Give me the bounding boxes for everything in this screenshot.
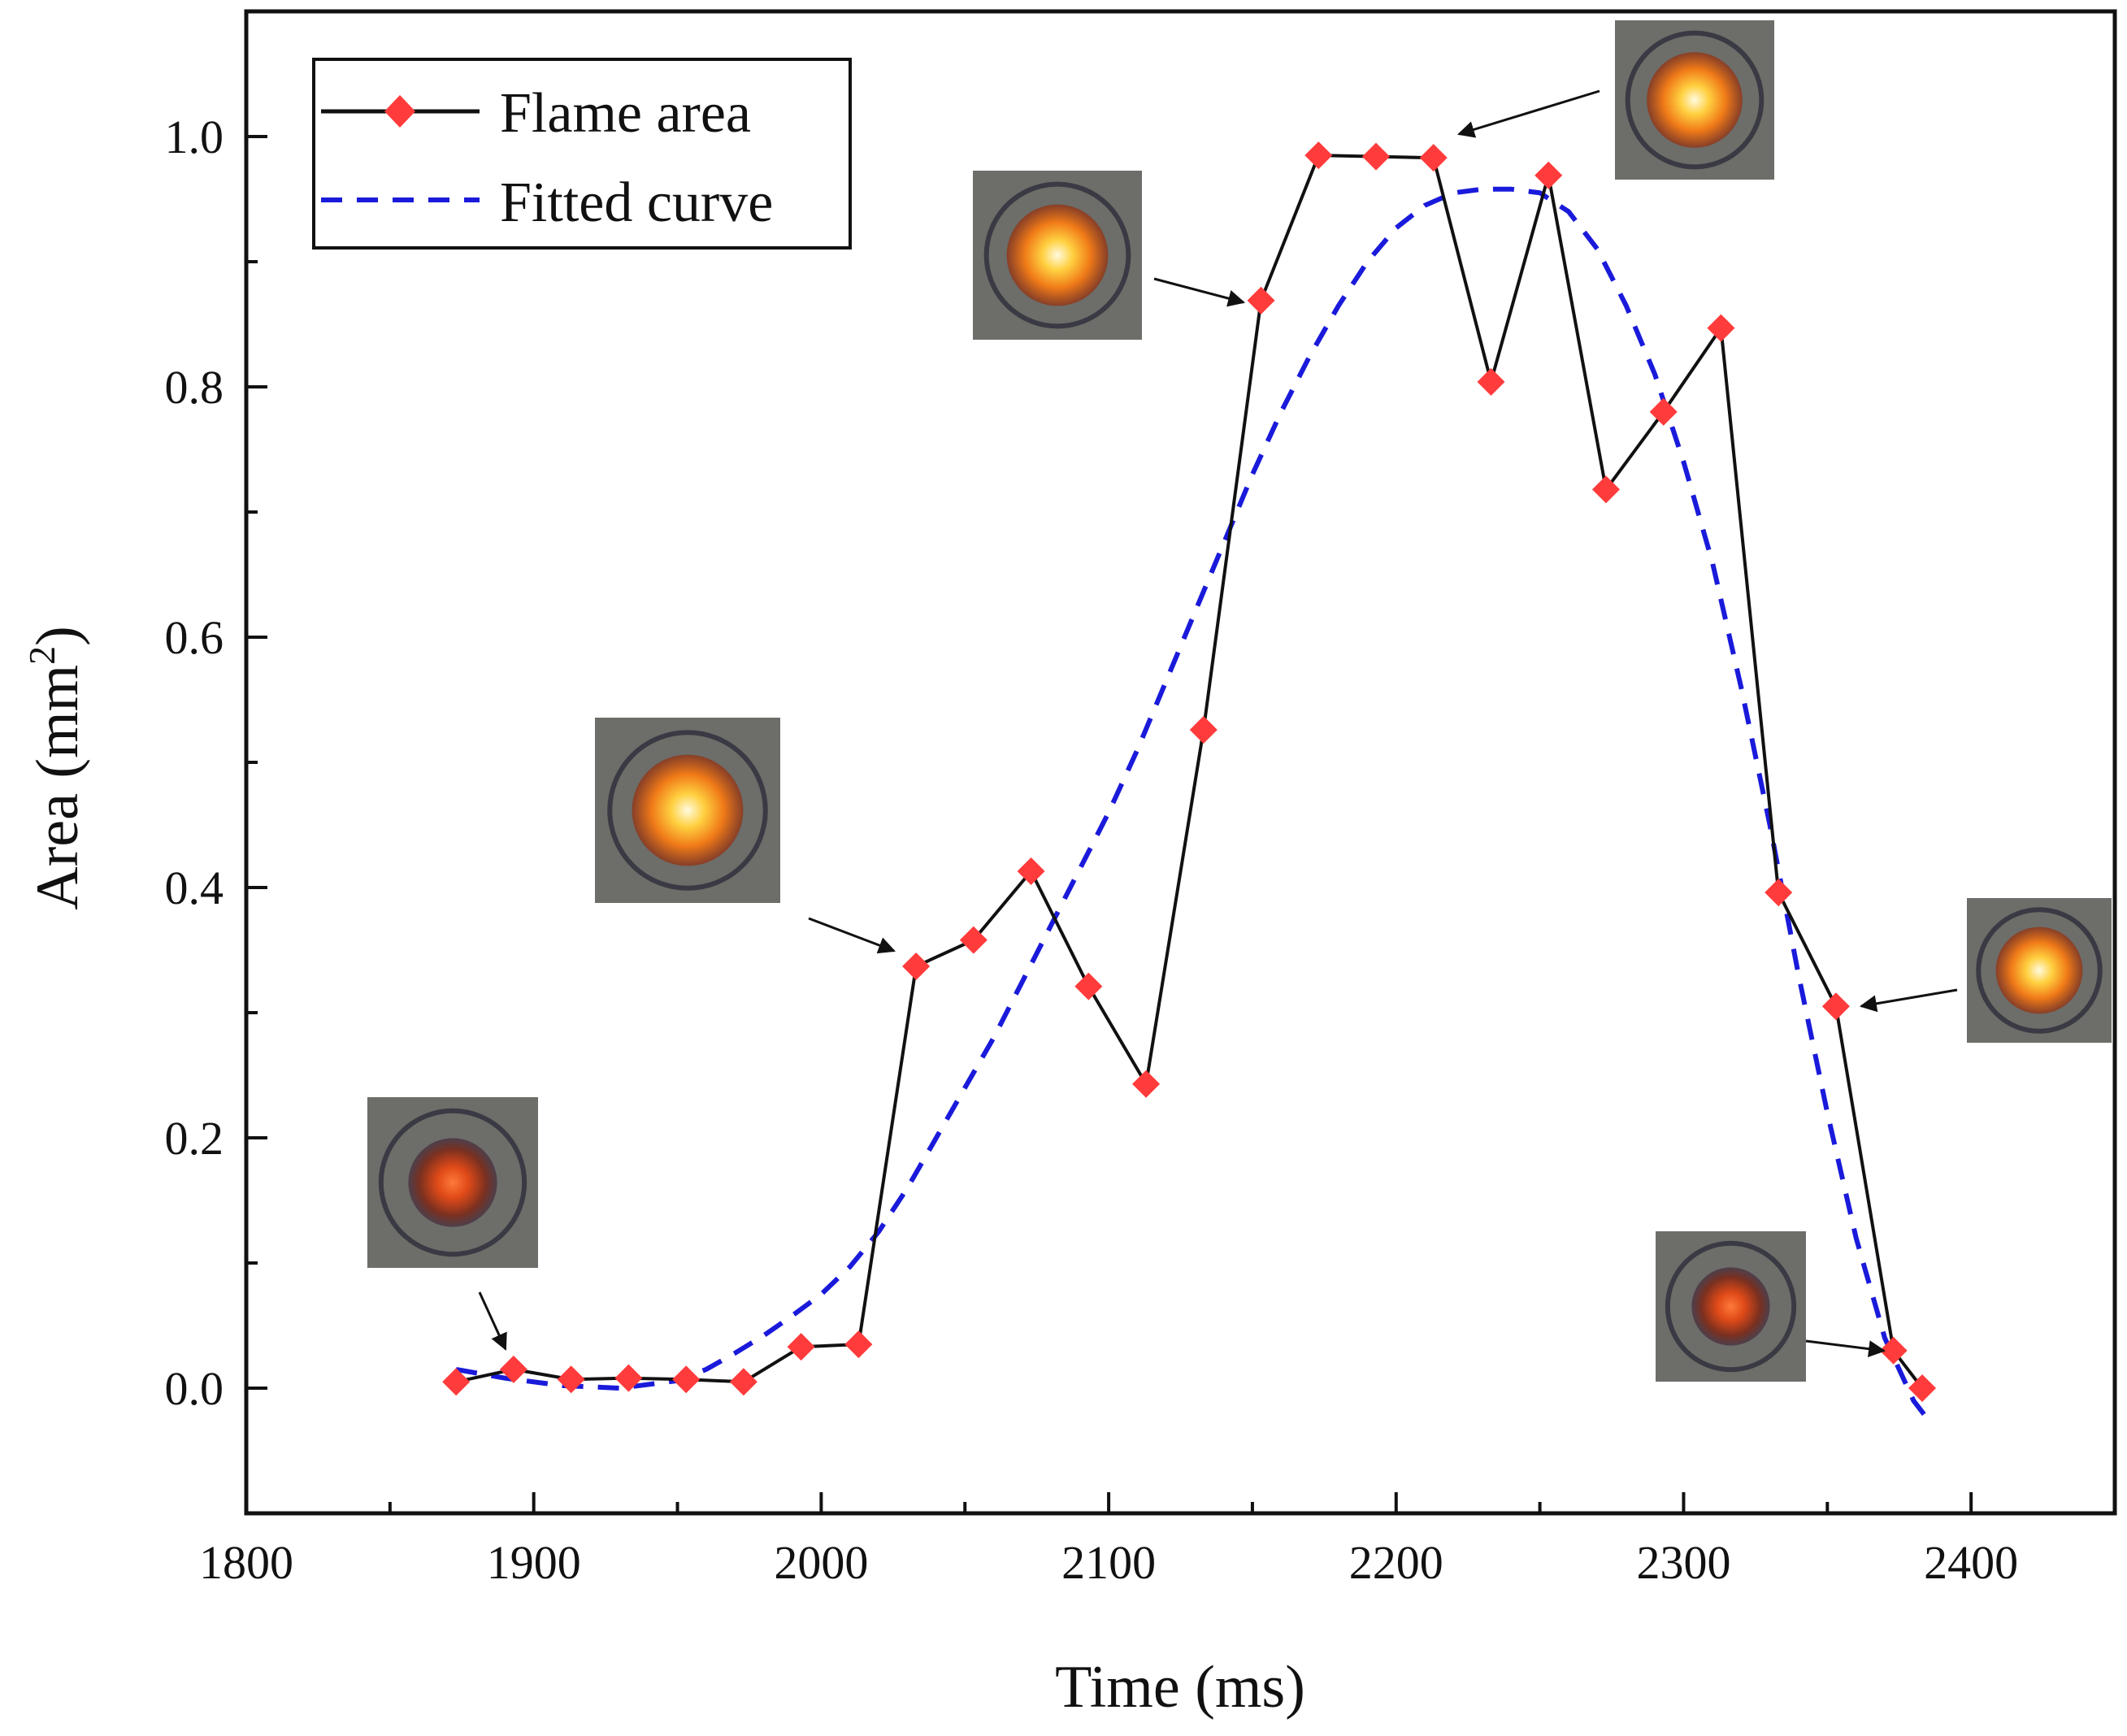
annotation-arrow [1805,1339,1886,1358]
flame-image-1893 [367,1097,538,1351]
flame-area-point [1591,475,1620,504]
annotation-arrow [1153,277,1246,307]
flame-glow [1647,52,1743,148]
flame-area-point [1419,144,1448,172]
x-tick-label: 2000 [774,1536,868,1589]
flame-area-point [1821,992,1850,1021]
annotation-arrow [478,1291,507,1351]
y-tick-label: 0.8 [165,361,224,414]
flame-image-2353 [1859,898,2112,1043]
flame-area-point [672,1365,701,1394]
x-axis-tick-labels: 1800 1900 2000 2100 2200 2300 2400 [199,1536,2018,1589]
legend-flame-label: Flame area [500,82,751,145]
legend: Flame area Fitted curve [312,58,852,250]
annotation-arrow [808,917,896,954]
droplet-ring [983,181,1131,329]
flame-area-point [557,1365,585,1394]
x-tick-label: 2400 [1924,1536,2018,1589]
y-tick-label: 0.0 [165,1362,224,1415]
flame-glow [1691,1267,1770,1346]
droplet-ring [607,730,768,891]
flame-area-point [1017,857,1045,885]
flame-glow [632,754,744,866]
droplet-ring [1665,1240,1797,1373]
y-axis-ticks [246,135,267,1390]
y-axis-title-close: ) [24,626,91,646]
flame-area-point [614,1364,643,1392]
flame-area-point [499,1355,527,1383]
flame-area-point [1765,879,1793,907]
x-tick-label: 2300 [1636,1536,1730,1589]
flame-area-point [787,1333,815,1361]
x-axis-title: Time (ms) [1055,1654,1305,1721]
flame-image-2213 [1456,20,1774,180]
y-tick-label: 0.4 [165,861,224,914]
flame-area-point [1477,367,1505,396]
y-tick-label: 0.2 [165,1112,224,1165]
y-axis-title-superscript: 2 [21,646,63,665]
flame-area-point [1908,1374,1937,1402]
annotation-arrow [1456,89,1600,138]
flame-area-point [1189,715,1218,744]
flame-area-point [1132,1070,1161,1098]
x-tick-label: 1800 [199,1536,293,1589]
y-tick-label: 0.6 [165,611,224,664]
flame-area-point [442,1368,471,1396]
flame-area-point [902,953,931,981]
flame-area-point [959,926,988,954]
x-tick-label: 2200 [1349,1536,1443,1589]
flame-image-2033 [595,718,896,954]
x-axis-ticks [245,1492,1973,1513]
y-axis-title-main: Area (mm [24,665,91,910]
flame-area-point [1074,972,1103,1000]
y-axis-tick-labels: 0.0 0.2 0.4 0.6 0.8 1.0 [165,111,224,1415]
droplet-ring [378,1108,527,1257]
legend-fit-label: Fitted curve [500,171,773,234]
droplet-ring [1625,30,1765,170]
flame-area-point [1707,314,1735,342]
legend-box [312,58,852,250]
flame-area-point [844,1330,873,1359]
y-tick-label: 1.0 [165,111,224,163]
y-axis-title: Area (mm2) [21,626,91,910]
flame-glow [1995,927,2083,1014]
flame-area-point [1362,142,1391,171]
flame-area-point [729,1368,757,1396]
legend-flame-marker [384,95,415,128]
flame-image-annotations [367,20,2112,1382]
flame-glow [1006,204,1109,306]
annotation-arrow [1859,988,1958,1013]
flame-area-point [1879,1336,1908,1365]
flame-image-2153 [973,171,1246,340]
flame-area-series [442,141,1937,1402]
flame-area-point [1304,141,1333,170]
flame-area-point [1649,397,1678,426]
x-tick-label: 2100 [1061,1536,1156,1589]
flame-image-2373 [1656,1231,1886,1382]
flame-area-point [1247,286,1275,315]
x-tick-label: 1900 [487,1536,581,1589]
droplet-ring [1976,907,2103,1034]
flame-glow [408,1138,497,1227]
flame-area-point [1534,161,1563,189]
